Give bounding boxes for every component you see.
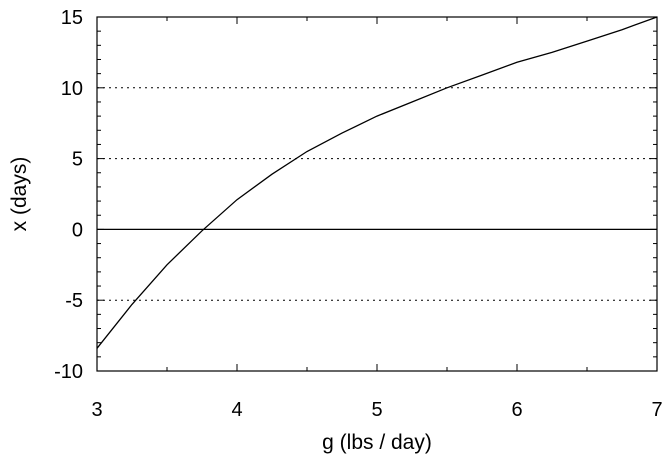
- x-tick-label: 3: [91, 399, 102, 421]
- x-tick-label: 6: [511, 399, 522, 421]
- y-tick-label: 0: [72, 219, 83, 241]
- y-tick-label: 5: [72, 149, 83, 171]
- y-tick-label: -5: [65, 290, 83, 312]
- y-axis-label: x (days): [8, 157, 31, 232]
- x-tick-label: 4: [231, 399, 242, 421]
- x-tick-label: 7: [651, 399, 662, 421]
- grid-lines: [97, 87, 657, 301]
- plot-frame: [96, 16, 658, 372]
- y-tick-label: 10: [61, 78, 83, 100]
- y-tick-label: -10: [54, 361, 83, 383]
- series-lines: [96, 16, 658, 349]
- y-tick-label: 15: [61, 7, 83, 29]
- x-axis-label: g (lbs / day): [322, 431, 432, 454]
- series-line: [96, 16, 658, 349]
- x-tick-label: 5: [371, 399, 382, 421]
- axis-ticks: [96, 16, 658, 372]
- tick-labels: -10 -5 0 5 10 15 3 4 5 6 7: [54, 7, 662, 421]
